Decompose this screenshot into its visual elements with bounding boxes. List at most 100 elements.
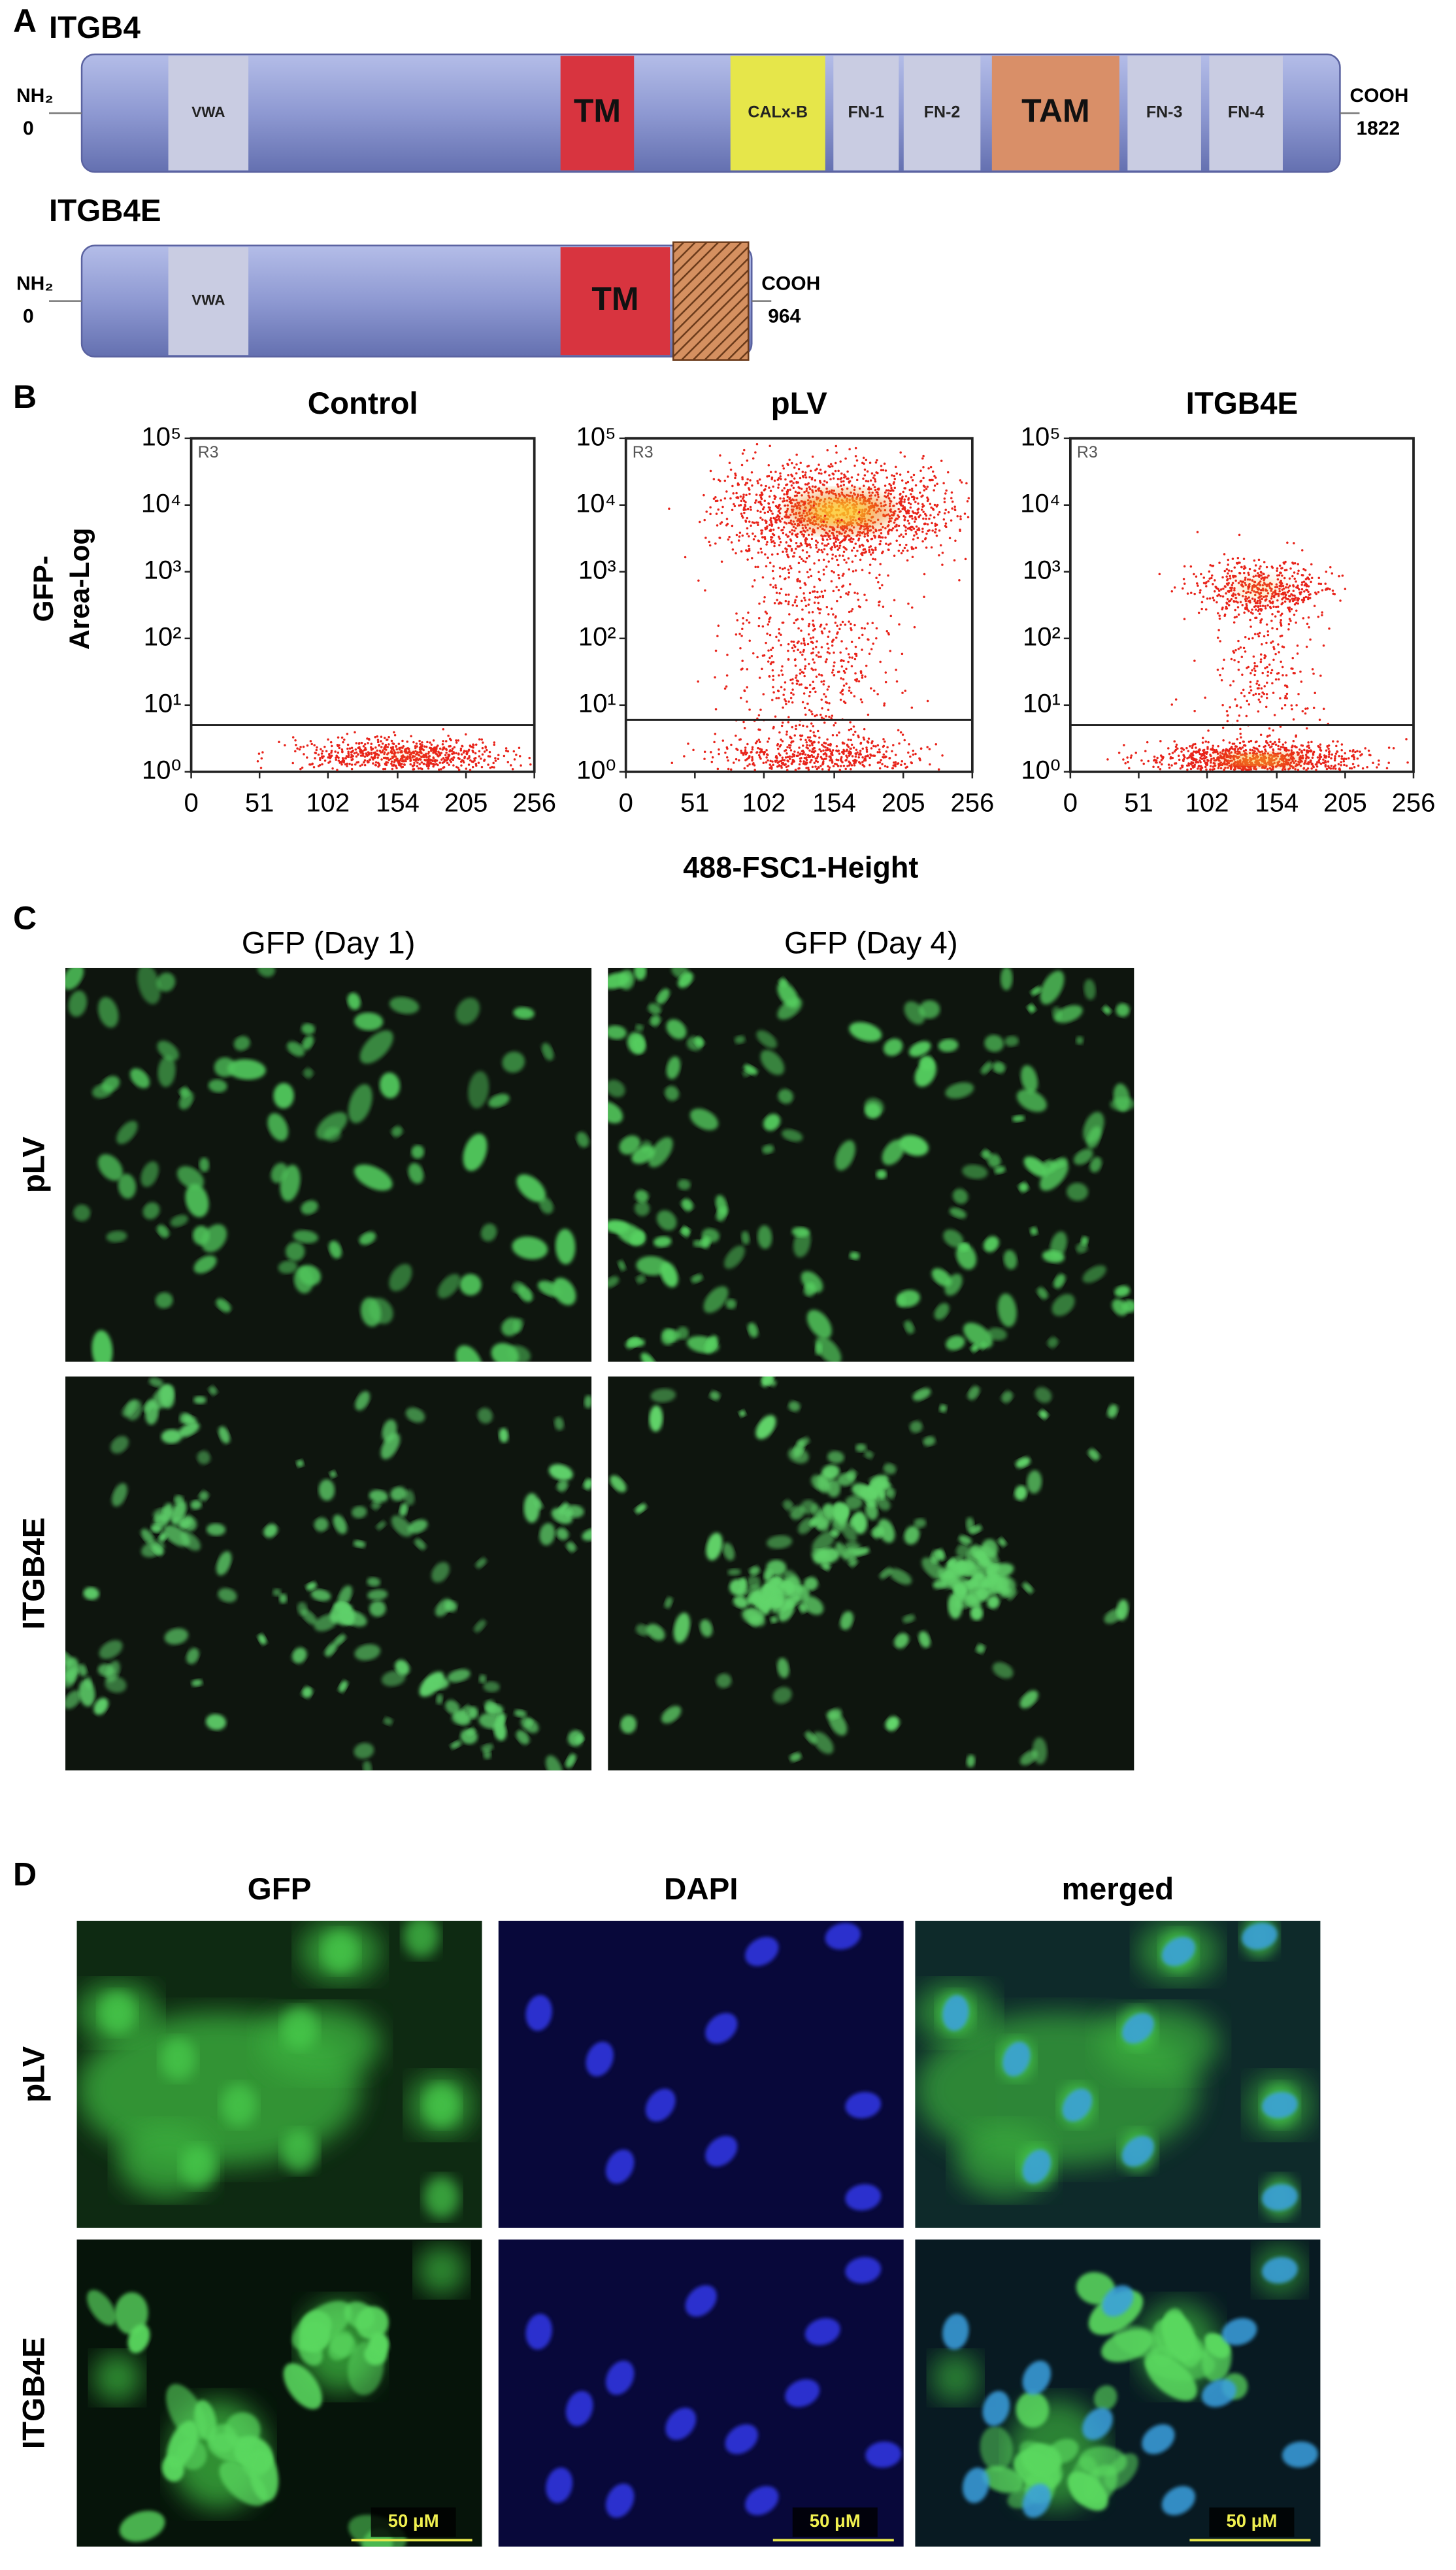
event-dot [1186, 768, 1189, 771]
event-dot [1197, 767, 1199, 770]
event-dot [925, 518, 927, 520]
event-dot [1310, 741, 1313, 743]
event-dot [906, 559, 909, 562]
event-dot [1257, 710, 1260, 713]
event-dot [1193, 709, 1196, 712]
event-dot [1167, 747, 1170, 750]
event-dot [888, 528, 891, 531]
event-dot [301, 766, 304, 769]
event-dot [1327, 747, 1330, 750]
event-dot [1278, 678, 1280, 681]
event-dot [943, 512, 946, 515]
event-dot [804, 540, 807, 542]
event-dot [794, 769, 797, 771]
event-dot [1270, 671, 1272, 675]
event-dot [738, 504, 740, 507]
event-dot [831, 714, 834, 717]
event-dot [786, 495, 789, 499]
event-dot [1227, 584, 1229, 586]
event-dot [914, 531, 918, 533]
event-dot [807, 633, 810, 636]
event-dot [729, 497, 732, 500]
event-dot [1197, 584, 1199, 587]
event-dot [799, 759, 802, 763]
event-dot [734, 476, 736, 480]
event-dot [1312, 673, 1315, 675]
event-dot [863, 474, 867, 476]
event-dot [1176, 747, 1179, 750]
event-dot [786, 499, 789, 502]
event-dot [848, 568, 850, 571]
event-dot [801, 701, 804, 704]
event-dot [966, 500, 969, 503]
event-dot [1272, 658, 1275, 661]
event-dot [850, 743, 853, 746]
event-dot [1277, 671, 1280, 675]
event-dot [739, 646, 742, 650]
event-dot [455, 752, 457, 755]
event-dot [755, 493, 758, 496]
event-dot [336, 744, 339, 746]
event-dot [1238, 714, 1241, 717]
event-dot [1307, 761, 1310, 763]
event-dot [781, 756, 784, 759]
event-dot [1319, 582, 1323, 586]
event-dot [784, 763, 787, 765]
event-dot [1337, 763, 1340, 765]
event-dot [394, 764, 397, 767]
event-dot [854, 542, 857, 545]
event-dot [895, 680, 899, 683]
event-dot [1216, 601, 1218, 604]
event-dot [1378, 763, 1380, 766]
event-dot [720, 521, 723, 524]
event-dot [1281, 645, 1284, 648]
event-dot [321, 763, 323, 765]
event-dot [802, 476, 805, 478]
event-dot [922, 454, 925, 458]
event-dot [890, 528, 893, 531]
event-dot [848, 686, 851, 689]
event-dot [1270, 641, 1272, 644]
event-dot [1210, 576, 1213, 580]
event-dot [769, 616, 772, 619]
event-dot [787, 544, 790, 547]
event-dot [856, 533, 859, 536]
event-dot [478, 738, 481, 741]
event-dot [801, 671, 804, 674]
event-dot [489, 766, 492, 769]
event-dot [1207, 580, 1210, 582]
event-dot [797, 486, 800, 489]
event-dot [811, 744, 814, 746]
event-dot [1272, 729, 1275, 732]
event-dot [853, 658, 857, 661]
event-dot [741, 534, 744, 537]
event-dot [909, 755, 912, 758]
event-dot [1254, 741, 1257, 744]
event-dot [929, 514, 932, 517]
event-dot [785, 513, 787, 516]
event-dot [1236, 557, 1240, 559]
event-dot [1268, 734, 1271, 737]
event-dot [840, 756, 843, 759]
event-dot [457, 757, 460, 759]
event-dot [841, 575, 844, 577]
event-dot [1294, 768, 1297, 771]
event-dot [829, 463, 833, 465]
event-dot [786, 752, 788, 755]
event-dot [891, 750, 893, 753]
event-dot [858, 531, 861, 534]
event-dot [1327, 760, 1330, 763]
event-dot [452, 756, 455, 759]
event-dot [927, 467, 930, 470]
event-dot [1260, 695, 1263, 698]
event-dot [486, 748, 488, 752]
event-dot [828, 535, 831, 537]
event-dot [1253, 633, 1257, 635]
event-dot [1325, 588, 1329, 591]
event-dot [360, 741, 363, 744]
event-dot [1221, 606, 1224, 609]
event-dot [1146, 741, 1149, 744]
event-dot [792, 499, 795, 502]
event-dot [483, 750, 486, 753]
event-dot [1319, 749, 1323, 752]
